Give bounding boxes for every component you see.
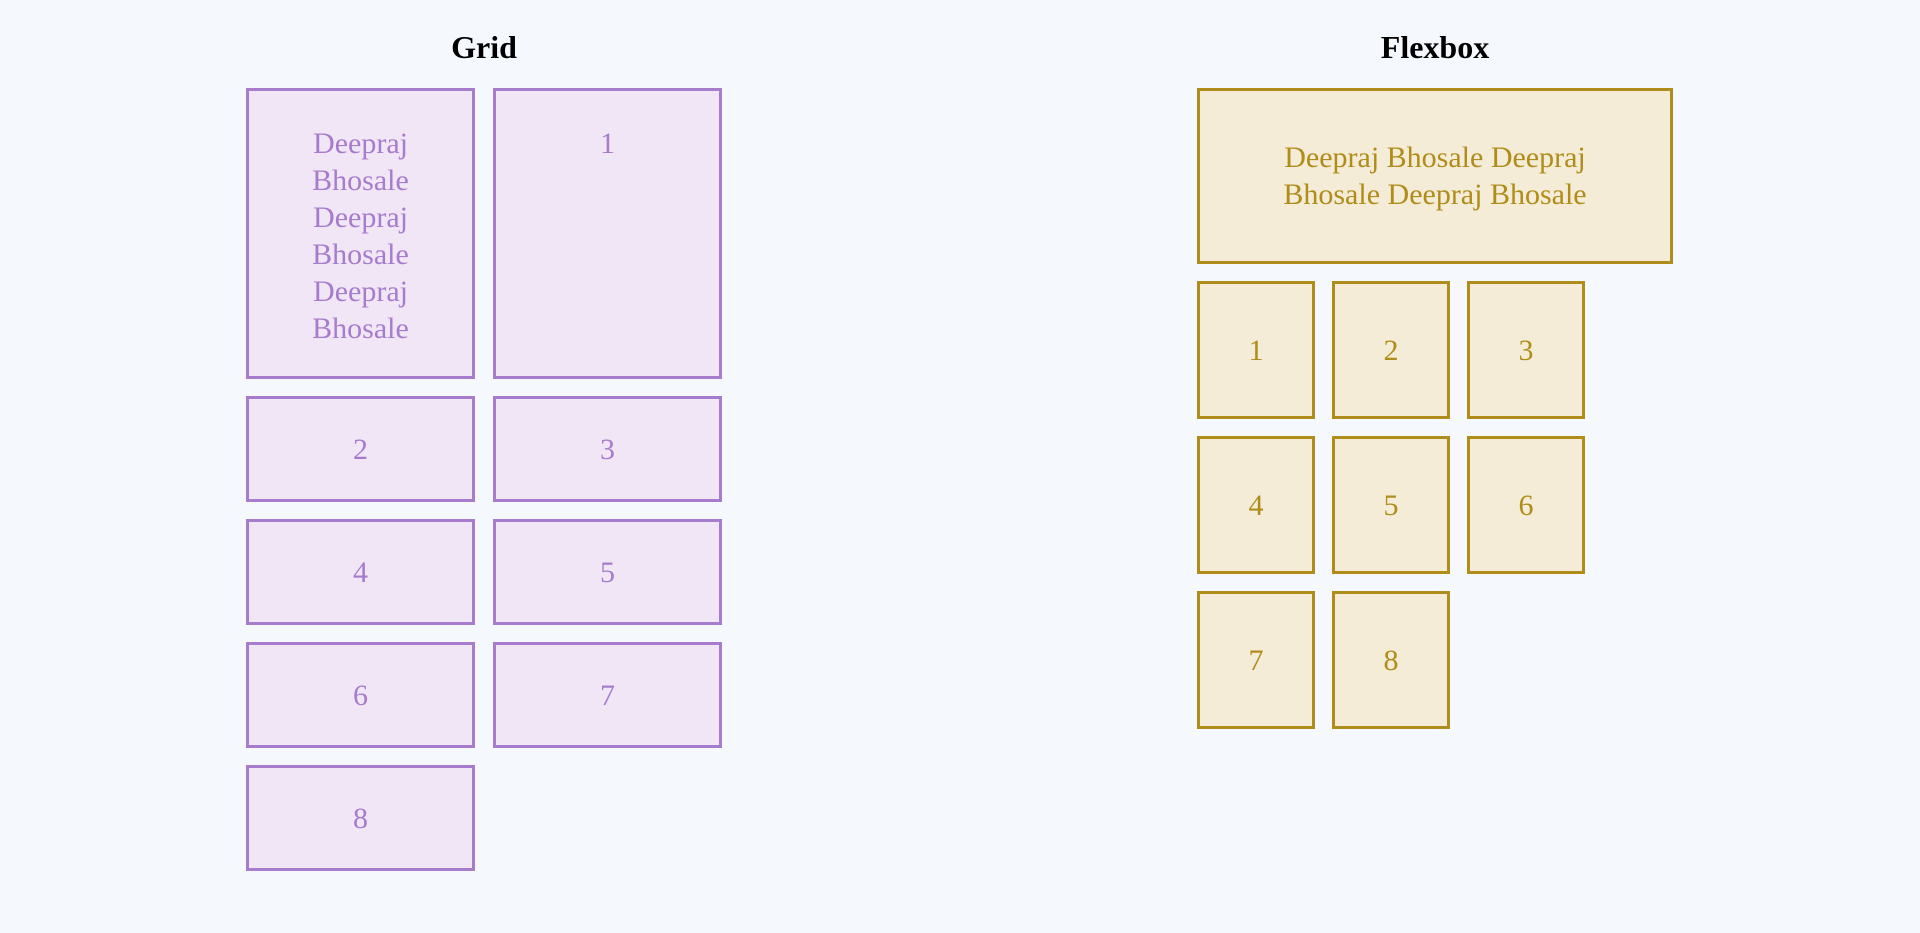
grid-item-1: 1 — [493, 88, 722, 379]
grid-item-7: 7 — [493, 642, 722, 748]
grid-item-5: 5 — [493, 519, 722, 625]
flexbox-title: Flexbox — [1380, 29, 1490, 65]
flex-item-text: Deepraj Bhosale Deepraj Bhosale Deepraj … — [1197, 88, 1673, 264]
grid-item-text: Deepraj Bhosale Deepraj Bhosale Deepraj … — [246, 88, 475, 379]
flexbox-section: Flexbox Deepraj Bhosale Deepraj Bhosale … — [1197, 0, 1673, 933]
flex-item-5: 5 — [1332, 436, 1450, 574]
flex-item-7: 7 — [1197, 591, 1315, 729]
flex-item-4: 4 — [1197, 436, 1315, 574]
flex-item-3: 3 — [1467, 281, 1585, 419]
grid-item-8: 8 — [246, 765, 475, 871]
flex-item-2: 2 — [1332, 281, 1450, 419]
grid-section: Grid Deepraj Bhosale Deepraj Bhosale Dee… — [246, 0, 722, 933]
grid-title: Grid — [451, 29, 517, 65]
flex-container: Deepraj Bhosale Deepraj Bhosale Deepraj … — [1197, 88, 1673, 729]
grid-item-6: 6 — [246, 642, 475, 748]
grid-item-4: 4 — [246, 519, 475, 625]
flex-item-8: 8 — [1332, 591, 1450, 729]
grid-item-3: 3 — [493, 396, 722, 502]
flex-item-6: 6 — [1467, 436, 1585, 574]
grid-item-2: 2 — [246, 396, 475, 502]
grid-container: Deepraj Bhosale Deepraj Bhosale Deepraj … — [246, 88, 722, 871]
flex-item-1: 1 — [1197, 281, 1315, 419]
